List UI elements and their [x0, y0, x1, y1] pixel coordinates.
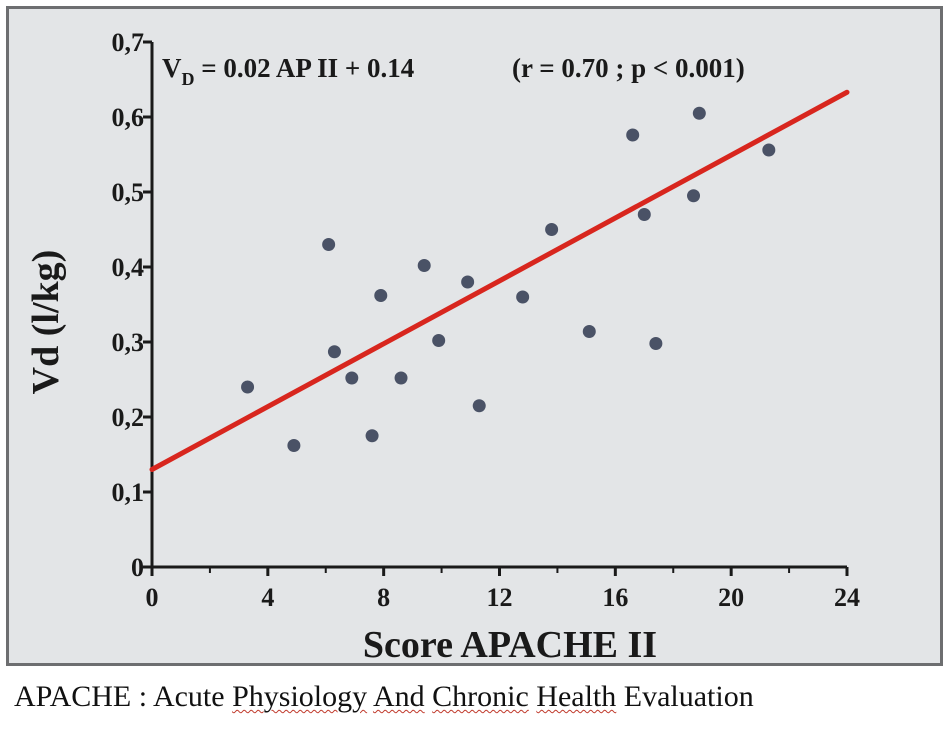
- regression-stats: (r = 0.70 ; p < 0.001): [512, 53, 745, 83]
- y-tick-label: 0,2: [112, 403, 145, 432]
- x-tick-label: 4: [261, 583, 274, 612]
- data-point: [472, 399, 486, 413]
- data-point: [417, 259, 431, 272]
- regression-line-layer: [149, 89, 850, 472]
- y-tick-label: 0,7: [112, 28, 145, 57]
- caption: APACHE : Acute Physiology And Chronic He…: [14, 680, 754, 713]
- data-point: [687, 189, 701, 203]
- data-point: [365, 429, 379, 443]
- x-tick-label: 24: [834, 583, 860, 612]
- y-axis-title: Vd (l/kg): [25, 250, 67, 395]
- data-point: [582, 325, 596, 338]
- ticks: 0 4 8 12 16 20 24 0 0,1 0,2 0,3 0,4 0,5 0,6 0,7: [112, 28, 861, 612]
- axes: [150, 42, 847, 569]
- data-point: [692, 106, 706, 120]
- y-tick-label: 0,4: [112, 253, 145, 282]
- y-tick-label: 0,1: [112, 478, 145, 507]
- x-tick-label: 12: [487, 583, 513, 612]
- x-tick-label: 0: [146, 583, 159, 612]
- data-point: [241, 380, 255, 394]
- data-point: [327, 345, 341, 359]
- points-layer: [241, 106, 776, 452]
- data-point: [432, 334, 446, 347]
- data-point: [374, 289, 388, 302]
- data-point: [637, 208, 651, 221]
- data-point: [394, 371, 408, 385]
- data-point: [545, 223, 559, 236]
- chart-frame: [6, 6, 943, 666]
- y-tick-label: 0: [131, 553, 144, 582]
- x-axis-title: Score APACHE II: [363, 624, 657, 666]
- data-point: [322, 238, 336, 251]
- data-point: [762, 143, 776, 157]
- regression-equation: VD = 0.02 AP II + 0.14: [162, 53, 414, 89]
- y-tick-label: 0,3: [112, 328, 145, 357]
- data-point: [626, 128, 640, 142]
- x-tick-label: 8: [377, 583, 390, 612]
- x-tick-label: 20: [718, 583, 744, 612]
- data-point: [649, 337, 663, 350]
- data-point: [345, 371, 359, 385]
- regression-line: [149, 89, 850, 472]
- y-tick-label: 0,6: [112, 103, 145, 132]
- y-tick-label: 0,5: [112, 178, 145, 207]
- data-point: [516, 290, 530, 304]
- x-tick-label: 16: [602, 583, 628, 612]
- data-point: [287, 439, 301, 452]
- data-point: [461, 275, 475, 289]
